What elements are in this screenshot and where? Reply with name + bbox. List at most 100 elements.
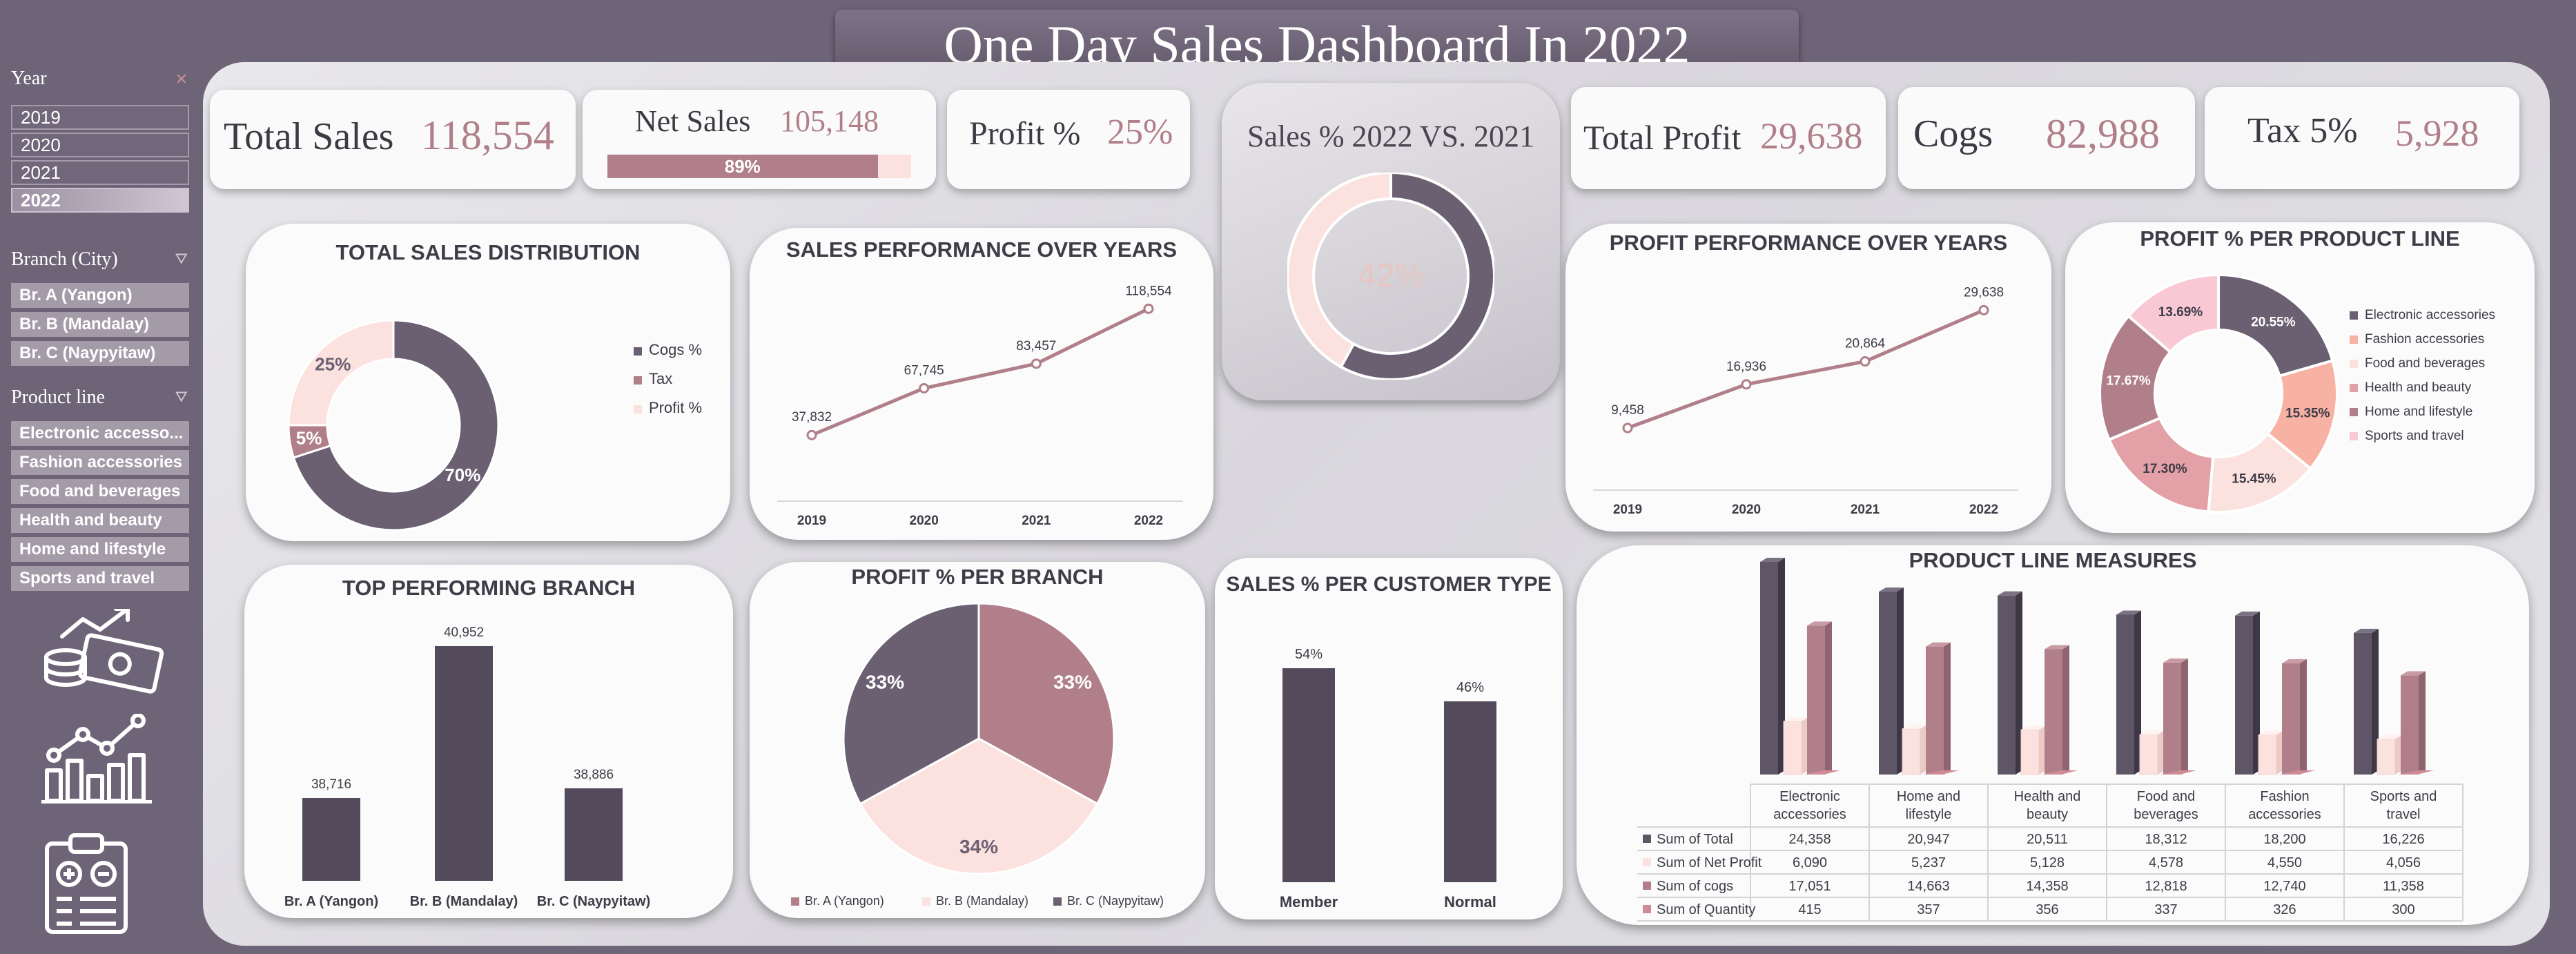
profit_per_branch-legend-swatch-2 <box>1053 897 1062 906</box>
profit_per_product_line-legend-swatch-3 <box>2350 384 2358 392</box>
profit_per_product_line-legend-swatch-4 <box>2350 408 2358 416</box>
branch-item-c[interactable]: Br. C (Naypyitaw) <box>11 341 189 366</box>
total_sales_distribution-legend-item-0: Cogs % <box>649 341 702 358</box>
product_line_measures-bar-top-0-1 <box>1879 587 1904 592</box>
product_line_measures-table-cell-0-1: 20,947 <box>1907 832 1949 847</box>
profit_performance-point-2 <box>1860 356 1871 367</box>
total_sales_distribution-legend-swatch-0 <box>634 347 642 356</box>
total-sales-distribution-panel: TOTAL SALES DISTRIBUTION 70% 5% 25% Cogs % T… <box>246 224 730 541</box>
top_performing_branch-tick-label-1: Br. B (Mandalay) <box>410 894 518 909</box>
year-slicer-label: Year <box>11 68 47 89</box>
product_line_measures-bar-2-0 <box>1807 625 1825 775</box>
year-item-2022[interactable]: 2022 <box>11 188 189 213</box>
profit_per_product_line-data-label-3: 17.30% <box>2143 462 2187 476</box>
top_performing_branch-bar-0 <box>302 798 360 881</box>
kpi-total-sales: Total Sales 118,554 <box>210 90 576 189</box>
profit_per_branch-legend-item-0: Br. A (Yangon) <box>805 894 884 908</box>
profit-per-product-line-chart: 20.55% 15.35% 15.45% 17.30% 17.67% 13.69% Elec… <box>2098 273 2495 514</box>
product_line_measures-bar-0-0 <box>1760 562 1778 775</box>
total-sales-distribution-chart: 70% 5% 25% Cogs % Tax Profit % <box>287 319 702 532</box>
product_line_measures-bar-1-5 <box>2377 739 2396 775</box>
product_line_measures-series-name-3: Sum of Quantity <box>1657 902 1755 917</box>
profit_per_product_line-slice-0 <box>2217 273 2334 378</box>
product_line_measures-bar-3-1 <box>1923 770 1959 775</box>
product_line_measures-bar-side-1-2 <box>2039 726 2046 775</box>
sales_vs_2021-slice-0 <box>1339 173 1494 380</box>
sales_per_customer_type-data-label-0: 54% <box>1295 647 1323 662</box>
product-line-item-electronic[interactable]: Electronic accesso... <box>11 421 189 446</box>
top_performing_branch-data-label-0: 38,716 <box>311 777 351 792</box>
sales_performance-data-label-1: 67,745 <box>904 363 944 378</box>
clear-filter-icon[interactable]: ✕ <box>175 70 188 88</box>
product_line_measures-category-label-2-0: Health and <box>2014 789 2081 804</box>
product-line-measures-panel: PRODUCT LINE MEASURES Electronic accessor… <box>1577 545 2529 925</box>
branch-item-a[interactable]: Br. A (Yangon) <box>11 283 189 308</box>
product_line_measures-table-cell-2-2: 14,358 <box>2026 879 2068 894</box>
profit_per_product_line-legend-swatch-5 <box>2350 432 2358 440</box>
sales_performance-data-label-0: 37,832 <box>792 410 832 425</box>
product_line_measures-bar-side-1-3 <box>2158 730 2165 775</box>
kpi-total-profit-label: Total Profit <box>1583 118 1741 157</box>
top_performing_branch-data-label-1: 40,952 <box>444 625 484 640</box>
product_line_measures-bar-top-2-3 <box>2163 658 2188 663</box>
product_line_measures-bar-0-1 <box>1879 592 1897 775</box>
profit_per_branch-legend-swatch-1 <box>922 897 930 906</box>
total_sales_distribution-data-label-0: 70% <box>445 465 480 485</box>
profit_performance-series-line <box>1627 309 1984 430</box>
product-line-item-health[interactable]: Health and beauty <box>11 508 189 533</box>
product_line_measures-category-label-5-0: Sports and <box>2370 789 2437 804</box>
profit_performance-point-3 <box>1978 304 1989 315</box>
product-line-item-sports[interactable]: Sports and travel <box>11 566 189 591</box>
product_line_measures-category-label-5-1: travel <box>2387 807 2421 822</box>
product_line_measures-bar-side-1-5 <box>2395 734 2402 775</box>
product_line_measures-category-label-4-0: Fashion <box>2260 789 2309 804</box>
top_performing_branch-bar-1 <box>435 646 493 881</box>
product_line_measures-table-cell-3-5: 300 <box>2392 902 2414 917</box>
product_line_measures-bar-side-2-5 <box>2419 671 2426 775</box>
total_sales_distribution-slice-0 <box>292 319 500 532</box>
branch-item-b[interactable]: Br. B (Mandalay) <box>11 312 189 337</box>
year-item-2021[interactable]: 2021 <box>11 160 189 185</box>
product_line_measures-bar-top-0-5 <box>2354 628 2379 633</box>
product-line-item-home[interactable]: Home and lifestyle <box>11 537 189 562</box>
profit_performance-tick-label-2: 2021 <box>1851 503 1880 517</box>
product-line-filter-icon[interactable]: ⛛ <box>175 388 188 405</box>
sales_per_customer_type-data-label-1: 46% <box>1456 680 1484 695</box>
net-sales-progress-fill: 89% <box>607 155 878 178</box>
profit_per_product_line-legend-item-4: Home and lifestyle <box>2365 405 2472 419</box>
profit_per_branch-data-label-0: 33% <box>1053 672 1092 693</box>
kpi-total-profit-value: 29,638 <box>1760 115 1863 157</box>
year-item-2019[interactable]: 2019 <box>11 105 189 130</box>
product_line_measures-bar-0-2 <box>1998 595 2016 775</box>
profit_per_product_line-legend-swatch-1 <box>2350 335 2358 344</box>
product_line_measures-bar-side-0-3 <box>2134 610 2141 775</box>
sales-vs-2021-title: Sales % 2022 VS. 2021 <box>1247 119 1534 153</box>
profit_performance-point-0 <box>1622 422 1633 434</box>
product-line-item-food[interactable]: Food and beverages <box>11 479 189 504</box>
product_line_measures-table-cell-1-2: 5,128 <box>2030 855 2065 870</box>
branch-filter-icon[interactable]: ⛛ <box>175 250 188 267</box>
year-item-2020[interactable]: 2020 <box>11 133 189 157</box>
product_line_measures-bar-0-4 <box>2235 615 2253 775</box>
product_line_measures-table-cell-1-3: 4,578 <box>2149 855 2183 870</box>
profit-per-product-line-panel: PROFIT % PER PRODUCT LINE 20.55% 15.35% 15… <box>2065 222 2535 533</box>
sales_performance-data-label-3: 118,554 <box>1125 284 1172 298</box>
top_performing_branch-tick-label-2: Br. C (Naypyitaw) <box>537 894 650 909</box>
product_line_measures-legend-swatch-0 <box>1643 835 1651 843</box>
sales_per_customer_type-bar-0 <box>1282 668 1335 882</box>
sales_vs_2021-slice-1 <box>1287 173 1392 369</box>
product_line_measures-bar-side-1-1 <box>1920 724 1927 775</box>
profit_per_product_line-data-label-4: 17.67% <box>2106 374 2151 389</box>
sales-performance-chart: 37,832 2019 67,745 2020 83,457 2021 118,554 202… <box>777 284 1183 528</box>
sales_performance-series-line <box>811 307 1150 437</box>
product_line_measures-bar-0-3 <box>2116 614 2134 775</box>
profit_performance-data-label-1: 16,936 <box>1726 360 1766 374</box>
product_line_measures-category-label-0-0: Electronic <box>1779 789 1840 804</box>
product_line_measures-category-label-2-1: beauty <box>2027 807 2068 822</box>
product_line_measures-bar-top-2-1 <box>1926 642 1951 647</box>
product_line_measures-bar-1-2 <box>2020 729 2040 775</box>
profit_per_product_line-slice-3 <box>2107 416 2215 514</box>
product-line-item-fashion[interactable]: Fashion accessories <box>11 450 189 475</box>
product_line_measures-bar-side-0-2 <box>2016 591 2022 775</box>
product_line_measures-bar-top-1-1 <box>1902 724 1927 729</box>
